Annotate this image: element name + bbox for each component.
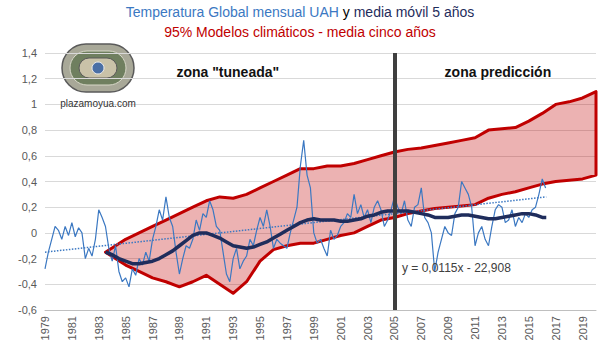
svg-text:2013: 2013 [496, 316, 508, 340]
svg-text:1997: 1997 [281, 316, 293, 340]
svg-text:1999: 1999 [308, 316, 320, 340]
svg-text:0,6: 0,6 [22, 150, 37, 162]
svg-text:0: 0 [31, 227, 37, 239]
svg-text:-0,2: -0,2 [18, 253, 37, 265]
svg-text:zona predicción: zona predicción [445, 64, 552, 80]
svg-text:2019: 2019 [577, 316, 589, 340]
svg-text:1: 1 [31, 98, 37, 110]
svg-text:zona "tuneada": zona "tuneada" [176, 64, 279, 80]
svg-text:1981: 1981 [66, 316, 78, 340]
svg-text:2011: 2011 [469, 316, 481, 340]
svg-text:1,2: 1,2 [22, 73, 37, 85]
svg-text:1987: 1987 [147, 316, 159, 340]
svg-text:2009: 2009 [442, 316, 454, 340]
svg-text:1979: 1979 [39, 316, 51, 340]
svg-text:-0,4: -0,4 [18, 278, 37, 290]
svg-text:2017: 2017 [550, 316, 562, 340]
svg-text:y = 0,0115x - 22,908: y = 0,0115x - 22,908 [402, 261, 511, 275]
svg-text:2007: 2007 [415, 316, 427, 340]
svg-text:2003: 2003 [362, 316, 374, 340]
svg-text:1991: 1991 [200, 316, 212, 340]
svg-text:1993: 1993 [227, 316, 239, 340]
svg-text:0,8: 0,8 [22, 124, 37, 136]
svg-text:2001: 2001 [335, 316, 347, 340]
svg-text:1,4: 1,4 [22, 47, 37, 59]
svg-text:1983: 1983 [93, 316, 105, 340]
svg-text:1989: 1989 [173, 316, 185, 340]
svg-text:1995: 1995 [254, 316, 266, 340]
svg-text:2005: 2005 [388, 316, 400, 340]
svg-text:0,4: 0,4 [22, 176, 37, 188]
svg-text:0,2: 0,2 [22, 201, 37, 213]
svg-text:1985: 1985 [120, 316, 132, 340]
svg-text:plazamoyua.com: plazamoyua.com [60, 98, 136, 109]
svg-text:-0,6: -0,6 [18, 304, 37, 316]
html-text:Temperatura Global mensual UAH: Temperatura Global mensual UAH y media m… [125, 4, 475, 20]
html-text:95% Modelos climáticos - media: 95% Modelos climáticos - media cinco año… [164, 24, 436, 40]
svg-text:2015: 2015 [523, 316, 535, 340]
